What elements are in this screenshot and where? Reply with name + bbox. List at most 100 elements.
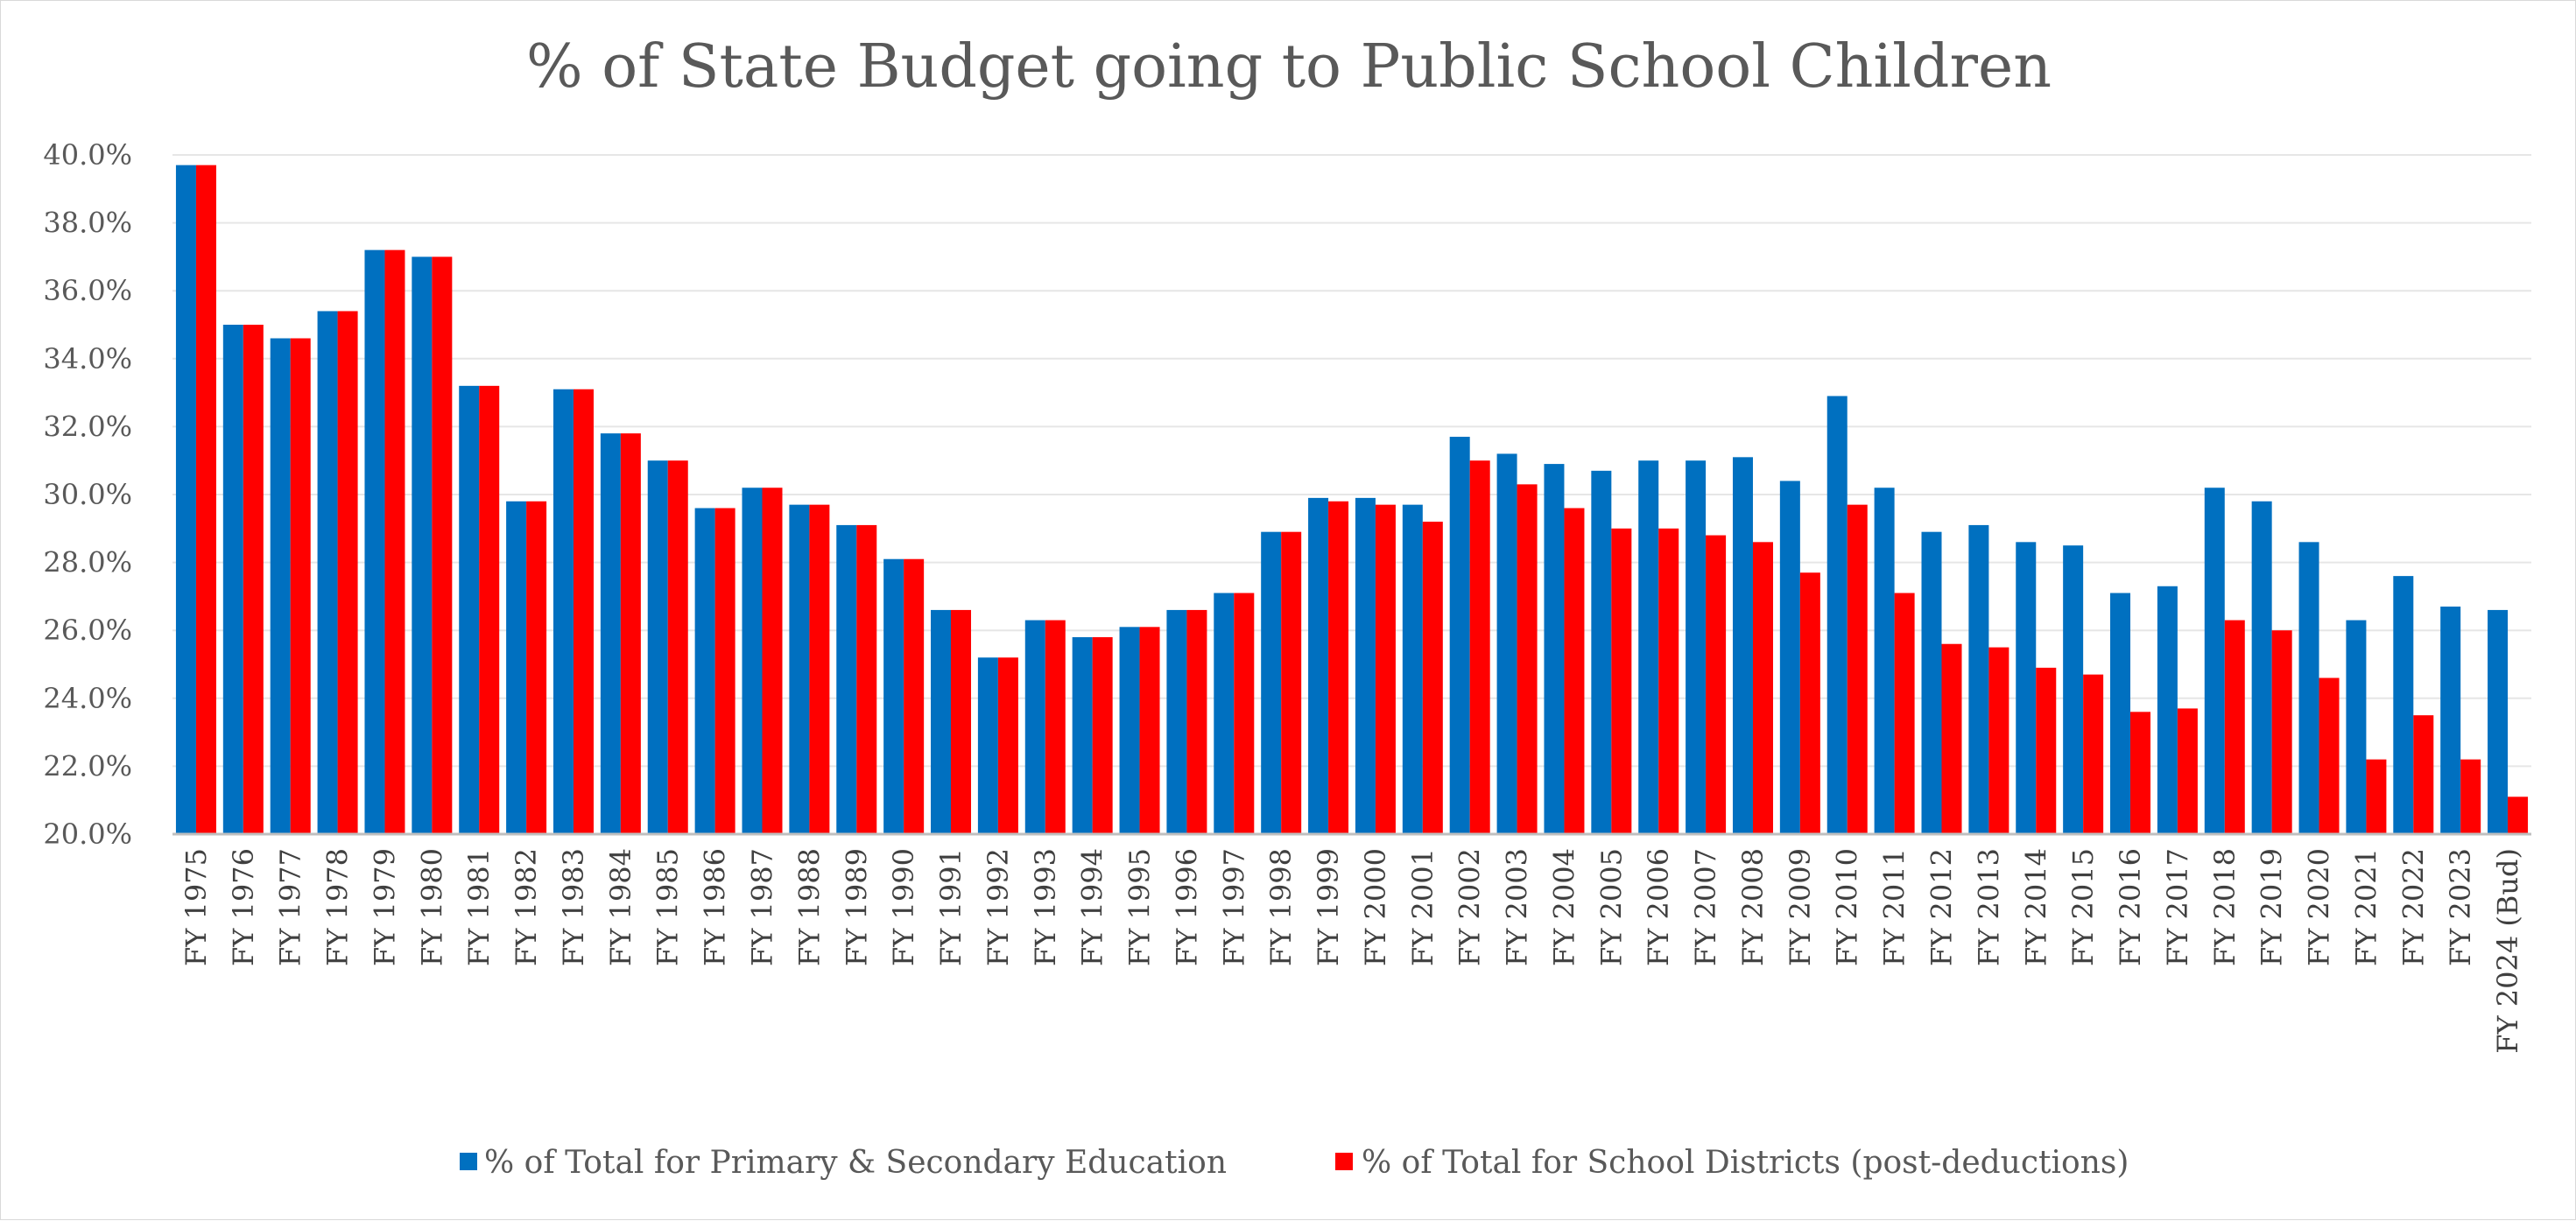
bar-school-districts <box>714 508 735 834</box>
x-tick-label: FY 1980 <box>415 848 448 966</box>
x-tick-label: FY 2008 <box>1736 848 1770 966</box>
bar-primary-secondary <box>1072 636 1093 834</box>
x-tick-label: FY 2000 <box>1359 848 1392 966</box>
bar-school-districts <box>1045 620 1066 834</box>
bar-primary-secondary <box>1308 497 1329 834</box>
y-tick-label: 34.0% <box>43 342 132 375</box>
x-tick-label: FY 2015 <box>2066 848 2100 966</box>
bar-primary-secondary <box>1496 453 1517 834</box>
x-tick-label: FY 2024 (Bud) <box>2491 848 2524 1054</box>
bar-primary-secondary <box>459 385 480 835</box>
bar-school-districts <box>2130 712 2151 834</box>
x-tick-label: FY 2017 <box>2161 848 2194 966</box>
bar-school-districts <box>1894 593 1915 834</box>
y-tick-label: 20.0% <box>43 818 132 851</box>
bar-school-districts <box>526 501 547 834</box>
chart-title: % of State Budget going to Public School… <box>526 32 2052 102</box>
bar-primary-secondary <box>1166 609 1187 834</box>
bar-school-districts <box>1799 572 1820 834</box>
x-tick-label: FY 2016 <box>2114 848 2147 966</box>
bar-school-districts <box>2366 759 2387 834</box>
x-tick-label: FY 2019 <box>2256 848 2289 966</box>
x-tick-label: FY 2014 <box>2019 848 2052 966</box>
bar-primary-secondary <box>2488 609 2509 834</box>
bar-school-districts <box>2460 759 2481 834</box>
bar-primary-secondary <box>977 657 998 834</box>
y-tick-label: 32.0% <box>43 410 132 443</box>
x-tick-label: FY 1989 <box>840 848 873 966</box>
x-tick-label: FY 2013 <box>1972 848 2005 966</box>
x-tick-label: FY 2005 <box>1594 848 1628 966</box>
x-tick-label: FY 1977 <box>274 848 307 966</box>
bar-school-districts <box>2177 708 2198 834</box>
y-axis-ticks: 20.0% 22.0% 24.0% 26.0% 28.0% 30.0% 32.0% 34.0%… <box>43 138 132 851</box>
y-tick-label: 40.0% <box>43 138 132 172</box>
bar-primary-secondary <box>1261 531 1282 834</box>
bar-primary-secondary <box>647 460 668 834</box>
bar-school-districts <box>384 249 405 834</box>
bar-primary-secondary <box>1732 457 1753 834</box>
bar-primary-secondary <box>553 389 574 834</box>
x-tick-label: FY 1993 <box>1029 848 1062 966</box>
x-tick-label: FY 1981 <box>462 848 496 966</box>
bar-primary-secondary <box>1921 531 1942 834</box>
x-tick-label: FY 2022 <box>2397 848 2430 966</box>
bar-school-districts <box>1752 542 1773 834</box>
bar-school-districts <box>1517 484 1538 834</box>
x-axis-labels: FY 1975 FY 1976 FY 1977 FY 1978 FY 1979 FY 19… <box>179 848 2524 1054</box>
bar-school-districts <box>1469 460 1490 834</box>
bar-primary-secondary <box>1355 497 1376 834</box>
x-tick-label: FY 1987 <box>746 848 779 966</box>
y-tick-label: 22.0% <box>43 749 132 782</box>
x-tick-label: FY 1985 <box>651 848 685 966</box>
bar-school-districts <box>809 504 830 834</box>
bar-school-districts <box>2271 630 2292 834</box>
x-tick-label: FY 2011 <box>1878 848 1911 966</box>
x-tick-label: FY 1982 <box>510 848 543 966</box>
bar-school-districts <box>2508 796 2529 834</box>
x-tick-label: FY 2004 <box>1547 848 1580 966</box>
bar-primary-secondary <box>1968 524 1989 834</box>
bar-primary-secondary <box>789 504 810 834</box>
x-tick-label: FY 1983 <box>557 848 590 966</box>
bar-school-districts <box>2413 715 2434 834</box>
y-tick-label: 28.0% <box>43 546 132 579</box>
bar-primary-secondary <box>694 508 715 834</box>
bar-school-districts <box>1139 627 1160 834</box>
legend-label-school-districts: % of Total for School Districts (post-de… <box>1362 1145 2129 1181</box>
bar-school-districts <box>1847 504 1868 834</box>
legend-swatch-school-districts <box>1335 1153 1353 1170</box>
bar-primary-secondary <box>1119 627 1140 834</box>
x-tick-label: FY 2023 <box>2444 848 2477 966</box>
bar-primary-secondary <box>2393 576 2414 834</box>
x-tick-label: FY 1995 <box>1123 848 1157 966</box>
bar-school-districts <box>1941 643 1962 834</box>
bar-primary-secondary <box>1591 470 1612 834</box>
bar-primary-secondary <box>1874 488 1895 834</box>
bar-primary-secondary <box>931 609 952 834</box>
bar-primary-secondary <box>2016 542 2037 834</box>
x-tick-label: FY 2003 <box>1501 848 1534 966</box>
bar-primary-secondary <box>1826 396 1848 834</box>
x-tick-label: FY 1979 <box>368 848 401 966</box>
bar-primary-secondary <box>883 558 904 834</box>
bar-primary-secondary <box>2251 501 2272 834</box>
bar-primary-secondary <box>1638 460 1659 834</box>
bars <box>175 165 2529 835</box>
x-tick-label: FY 1999 <box>1312 848 1345 966</box>
bar-school-districts <box>290 338 311 834</box>
bar-school-districts <box>1092 636 1113 834</box>
x-tick-label: FY 1975 <box>179 848 213 966</box>
bar-primary-secondary <box>2346 620 2367 834</box>
x-tick-label: FY 1992 <box>982 848 1015 966</box>
bar-primary-secondary <box>412 256 433 834</box>
x-tick-label: FY 1998 <box>1264 848 1298 966</box>
bar-school-districts <box>1706 535 1727 834</box>
legend-swatch-primary-secondary <box>460 1153 477 1170</box>
bar-primary-secondary <box>270 338 291 834</box>
bar-school-districts <box>904 558 925 834</box>
bar-school-districts <box>2319 677 2340 834</box>
bar-primary-secondary <box>1779 481 1800 834</box>
bar-primary-secondary <box>1402 504 1423 834</box>
